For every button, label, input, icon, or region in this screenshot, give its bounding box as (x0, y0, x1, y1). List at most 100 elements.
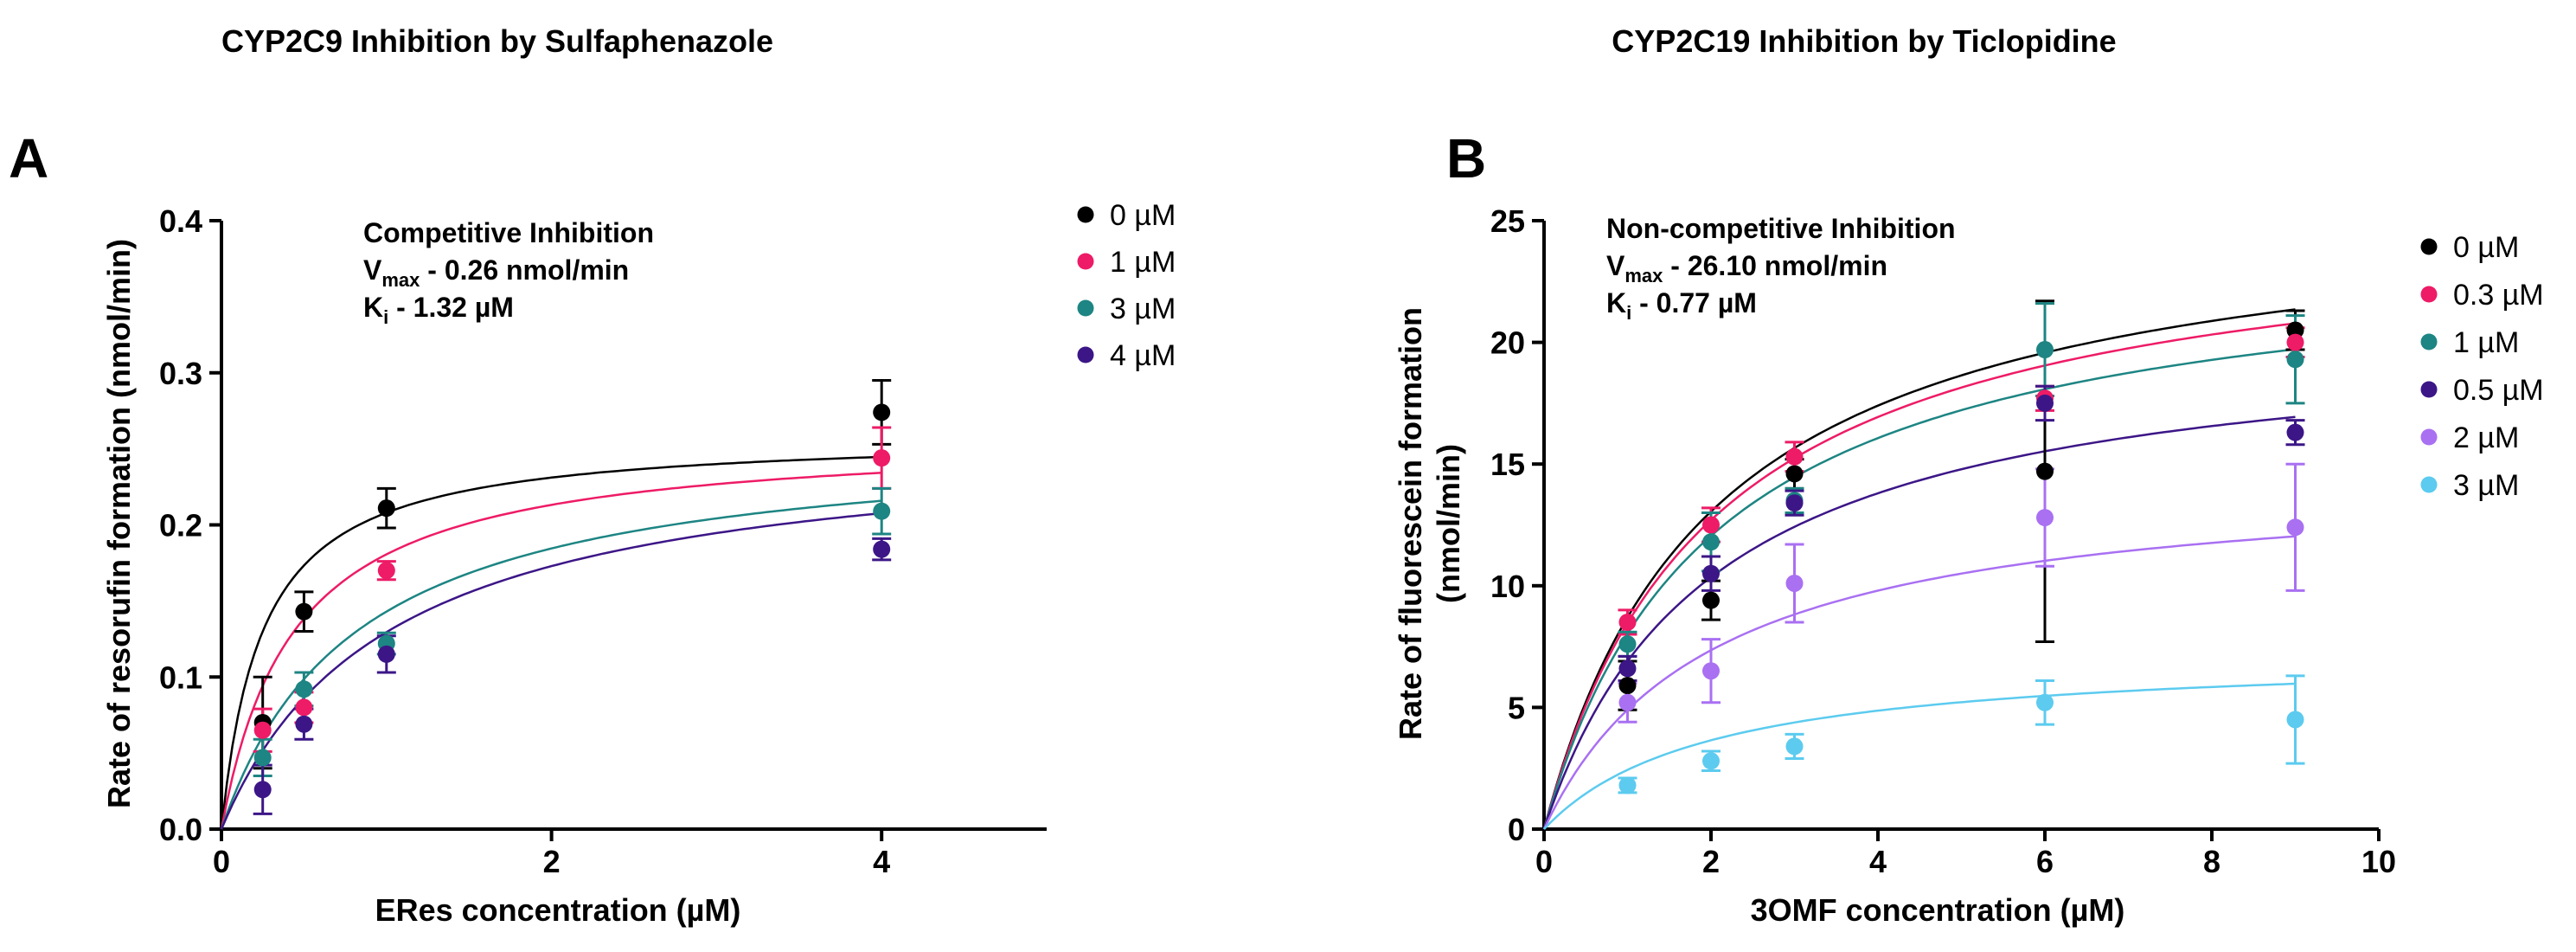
panel-b-y-axis-label: Rate of fluorescein formation (nmol/min) (1393, 307, 1466, 740)
panel-b-data-point (2286, 423, 2304, 441)
panel-b-data-point (2036, 693, 2054, 711)
panel-b-y-tick-label: 10 (1490, 569, 1525, 604)
panel-a-legend-label: 4 µM (1110, 339, 1176, 372)
panel-a-legend-marker (1077, 206, 1094, 223)
panel-b-data-point (1702, 662, 1720, 680)
panel-a-plot: 0 2 4 0.0 0.1 0.2 0.3 0.4 (159, 203, 1047, 879)
panel-b-plot: 0 2 4 6 8 10 0 5 10 15 20 25 (1490, 203, 2396, 879)
panel-b-fit-curve (1542, 348, 2296, 830)
panel-b-x-tick-label: 10 (2361, 844, 2396, 879)
panel-b-data-point (2286, 351, 2304, 369)
panel-a-legend-marker (1077, 253, 1094, 270)
panel-b-title: CYP2C19 Inhibition by Ticlopidine (1612, 23, 2116, 59)
panel-a-data-point (377, 562, 395, 580)
panel-b-y-tick-label: 20 (1490, 325, 1525, 361)
panel-a-x-tick-label: 4 (873, 844, 890, 879)
panel-b-y-tick-label: 0 (1508, 812, 1525, 847)
panel-b-fit-curve (1542, 415, 2296, 830)
panel-a-ki-label: Ki - 1.32 µM (363, 292, 514, 328)
panel-b-y-tick-label: 5 (1508, 690, 1525, 725)
panel-b-legend-marker (2420, 238, 2438, 255)
panel-b-y-axis-label-line-2: (nmol/min) (1431, 444, 1466, 603)
panel-b-legend-label: 2 µM (2453, 421, 2519, 454)
panel-b-fit-curve (1542, 535, 2296, 830)
panel-b-legend-marker (2420, 286, 2438, 303)
panel-a-fit-curve (220, 511, 882, 830)
panel-b-x-tick-label: 8 (2203, 844, 2220, 879)
panel-b: B CYP2C19 Inhibition by Ticlopidine Non-… (1393, 23, 2544, 928)
panel-b-data-point (2036, 394, 2054, 412)
panel-b-fit-curve (1542, 308, 2296, 830)
panel-a-data-point (295, 715, 313, 733)
panel-a-annotation: Competitive Inhibition Vmax - 0.26 nmol/… (363, 217, 654, 328)
panel-b-data-point (1702, 591, 1720, 609)
panel-a-y-tick-label: 0.4 (159, 203, 202, 239)
panel-a-data-point (377, 499, 395, 518)
panel-b-legend-label: 0.5 µM (2453, 374, 2544, 407)
panel-a-data-point (295, 680, 313, 698)
panel-b-legend-marker (2420, 381, 2438, 398)
panel-b-legend-label: 0 µM (2453, 231, 2519, 264)
panel-b-data-point (1618, 635, 1637, 653)
panel-b-ki-label: Ki - 0.77 µM (1606, 287, 1757, 324)
panel-a-title: CYP2C9 Inhibition by Sulfaphenazole (221, 23, 773, 59)
panel-b-legend-marker (2420, 428, 2438, 446)
panel-b-x-tick-label: 6 (2036, 844, 2054, 879)
panel-b-data-point (1618, 776, 1637, 794)
panel-b-legend: 0 µM 0.3 µM 1 µM 0.5 µM 2 µM 3 µM (2420, 231, 2544, 502)
panel-a-y-tick-label: 0.1 (159, 659, 202, 695)
panel-b-y-tick-label: 15 (1490, 447, 1525, 482)
panel-b-data-point (1785, 494, 1804, 512)
panel-a-legend-marker (1077, 346, 1094, 363)
panel-b-data-point (1785, 737, 1804, 756)
panel-a-fit-curve (220, 455, 882, 830)
panel-a-data-point (253, 781, 272, 799)
panel-b-legend-label: 1 µM (2453, 326, 2519, 359)
panel-b-model-label: Non-competitive Inhibition (1606, 213, 1956, 244)
panel-b-data-point (1618, 659, 1637, 678)
panel-b-y-tick-label: 25 (1490, 203, 1525, 239)
panel-b-x-tick-label: 4 (1869, 844, 1887, 879)
panel-b-data-point (1618, 693, 1637, 711)
panel-b-data-point (2036, 509, 2054, 527)
panel-b-data-point (1702, 516, 1720, 534)
panel-b-data-point (1618, 613, 1637, 631)
panel-a-legend-label: 1 µM (1110, 246, 1176, 279)
panel-a-vmax-label: Vmax - 0.26 nmol/min (363, 254, 629, 291)
panel-a-data-point (253, 749, 272, 767)
panel-b-data-point (2036, 462, 2054, 480)
panel-a-legend-label: 3 µM (1110, 293, 1176, 325)
panel-b-legend-marker (2420, 333, 2438, 351)
panel-a-data-point (873, 403, 891, 421)
panel-a-y-tick-label: 0.0 (159, 812, 202, 847)
panel-a-fit-curve (220, 472, 882, 830)
panel-a-x-tick-label: 0 (213, 844, 230, 879)
panel-a-data-point (377, 645, 395, 663)
panel-b-data-point (1785, 447, 1804, 466)
panel-b-annotation: Non-competitive Inhibition Vmax - 26.10 … (1606, 213, 1956, 324)
panel-b-data-point (1702, 533, 1720, 551)
panel-b-fit-curve (1543, 682, 2296, 830)
panel-a-y-tick-label: 0.3 (159, 356, 202, 391)
panel-b-data-point (2286, 711, 2304, 729)
panel-b-data-point (1702, 564, 1720, 582)
panel-a-data-point (253, 721, 272, 739)
panel-a-data-point (873, 502, 891, 520)
panel-a-legend-marker (1077, 299, 1094, 317)
panel-b-legend-label: 0.3 µM (2453, 279, 2544, 312)
panel-a-y-axis-label: Rate of resorufin formation (nmol/min) (101, 239, 137, 808)
panel-b-legend-label: 3 µM (2453, 469, 2519, 502)
panel-b-data-point (1785, 465, 1804, 483)
panel-a-x-axis-label: ERes concentration (µM) (375, 892, 741, 928)
panel-a-data-point (873, 540, 891, 558)
panel-a: A CYP2C9 Inhibition by Sulfaphenazole Co… (9, 23, 1176, 928)
panel-a-fit-curve (220, 499, 882, 830)
panel-b-data-point (2286, 321, 2304, 339)
panel-b-data-point (2286, 333, 2304, 351)
panel-a-letter: A (9, 127, 48, 190)
panel-b-data-point (1702, 752, 1720, 770)
panel-b-x-axis-label: 3OMF concentration (µM) (1751, 892, 2125, 928)
panel-a-data-point (295, 602, 313, 621)
panel-b-legend-marker (2420, 476, 2438, 493)
